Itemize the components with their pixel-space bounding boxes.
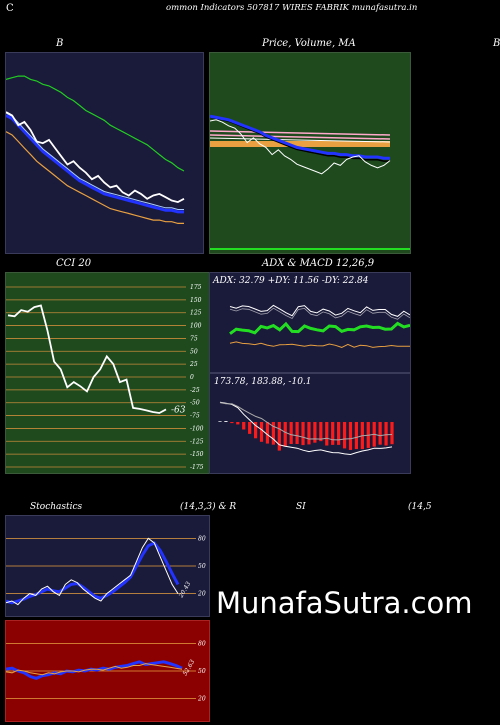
- stoch-tick-label: 50: [198, 563, 206, 570]
- macd-histogram-bar: [348, 422, 353, 450]
- macd-histogram-bar: [236, 422, 240, 425]
- cci-tick-label: 175: [190, 284, 202, 291]
- macd-histogram-bar: [253, 422, 258, 439]
- cci-tick-label: -150: [190, 451, 204, 458]
- adx-values-text: ADX: 32.79 +DY: 11.56 -DY: 22.84: [213, 276, 369, 286]
- rsi-svg: 80 50 20 52.63: [6, 640, 206, 703]
- cci-tick-label: -125: [190, 438, 204, 445]
- bollinger-middle-band: [6, 114, 184, 214]
- ma-line-white: [210, 137, 391, 143]
- cci-tick-label: 150: [190, 297, 202, 304]
- adx-chart: ADX: 32.79 +DY: 11.56 -DY: 22.84: [209, 272, 411, 373]
- macd-histogram-bar: [354, 422, 359, 450]
- macd-histogram-bar: [307, 422, 311, 445]
- cci-tick-label: 0: [190, 374, 194, 381]
- ma-line-pink-1: [210, 130, 391, 136]
- cci-tick-label: 25: [189, 361, 198, 368]
- stoch-value-label: 20.43: [177, 580, 192, 599]
- stoch-params-label: (14,3,3) & R: [180, 502, 237, 512]
- adx-svg: [229, 304, 410, 348]
- watermark-text: MunafaSutra.com: [216, 586, 473, 620]
- macd-histogram-bar: [271, 422, 275, 445]
- macd-svg: [218, 401, 394, 456]
- si-params-label: (14,5: [408, 502, 432, 512]
- stochastics-svg: 80 50 20 20.43: [6, 535, 206, 606]
- macd-signal-line: [219, 402, 393, 441]
- cci-tick-label: -50: [190, 400, 200, 407]
- stoch-k-line: [6, 537, 179, 606]
- bollinger-lower-band: [6, 131, 184, 224]
- price-line: [210, 119, 391, 175]
- adx-line-shadow: [229, 307, 410, 320]
- macd-histogram-bar: [218, 421, 222, 422]
- cci-chart: 175 150 125 100 75 50 25 0 -25 -50 -75 -100 -125 -150…: [5, 272, 210, 474]
- macd-histogram-bar: [265, 422, 270, 444]
- macd-histogram-bar: [325, 422, 329, 446]
- cci-svg: 175 150 125 100 75 50 25 0 -25 -50 -75 -100 -125 -150…: [6, 284, 204, 471]
- bollinger-label: B: [56, 38, 64, 49]
- macd-histogram-bar: [301, 422, 305, 446]
- cci-label: CCI 20: [56, 258, 92, 269]
- right-edge-label: B: [493, 38, 500, 49]
- rsi-chart: 80 50 20 52.63: [5, 620, 210, 722]
- rsi-signal-line: [6, 663, 183, 676]
- macd-histogram-bar: [319, 422, 323, 442]
- macd-histogram-bar: [283, 422, 287, 447]
- cci-tick-label: 125: [190, 310, 202, 317]
- cci-tick-label: 50: [190, 348, 198, 355]
- macd-histogram-bar: [295, 422, 299, 444]
- cci-tick-label: -175: [190, 464, 204, 471]
- macd-values-text: 173.78, 183.88, -10.1: [214, 377, 312, 387]
- cci-line: [7, 304, 167, 414]
- macd-histogram-bar: [224, 421, 228, 422]
- rsi-value-label: 52.63: [182, 658, 197, 677]
- macd-histogram-bar: [242, 422, 246, 430]
- rsi-tick-label: 20: [197, 696, 206, 703]
- header-title: ommon Indicators 507817 WIRES FABRIK mun…: [166, 3, 418, 13]
- plus-dy-line: [229, 341, 410, 348]
- bollinger-svg: [6, 75, 185, 224]
- macd-histogram-bar: [230, 422, 234, 424]
- macd-histogram-bar: [248, 422, 252, 434]
- stoch-tick-label: 80: [198, 535, 206, 542]
- rsi-tick-label: 80: [198, 640, 206, 647]
- cci-tick-label: -75: [190, 413, 200, 420]
- stoch-tick-label: 20: [197, 591, 206, 598]
- stochastics-chart: 80 50 20 20.43: [5, 515, 210, 617]
- macd-histogram-bar: [384, 422, 388, 446]
- price-ma-label: Price, Volume, MA: [262, 38, 356, 49]
- macd-histogram-bar: [342, 422, 347, 449]
- macd-chart: 173.78, 183.88, -10.1: [209, 373, 411, 474]
- macd-histogram-bar: [289, 422, 293, 444]
- header-c: C: [6, 3, 14, 14]
- macd-histogram-bar: [378, 422, 382, 445]
- macd-histogram-bar: [313, 422, 317, 443]
- rsi-tick-label: 50: [198, 668, 206, 675]
- cci-tick-label: 100: [190, 323, 202, 330]
- macd-histogram-bar: [259, 422, 264, 442]
- macd-histogram-bar: [337, 422, 341, 445]
- cci-tick-label: -100: [190, 425, 204, 432]
- macd-line: [219, 401, 393, 456]
- volume-band-orange: [210, 141, 390, 147]
- adx-macd-label: ADX & MACD 12,26,9: [262, 258, 375, 269]
- cci-value-label: -63: [171, 405, 186, 415]
- si-label: SI: [296, 502, 306, 512]
- stochastics-label: Stochastics: [30, 502, 83, 512]
- macd-histogram-bar: [277, 422, 281, 451]
- macd-histogram-bar: [390, 422, 394, 445]
- bollinger-chart: [5, 52, 204, 254]
- price-ma-svg: [210, 114, 410, 250]
- bollinger-upper-band: [6, 75, 185, 172]
- bollinger-price-line: [6, 111, 185, 204]
- ma-line-blue: [210, 114, 390, 160]
- rsi-line: [6, 660, 183, 681]
- cci-tick-label: -25: [190, 387, 200, 394]
- ma-line-pink-2: [210, 134, 391, 140]
- price-ma-chart: [209, 52, 411, 254]
- cci-tick-label: 75: [190, 335, 198, 342]
- adx-line: [229, 304, 410, 317]
- minus-dy-line: [229, 321, 410, 335]
- macd-histogram-bar: [331, 422, 335, 445]
